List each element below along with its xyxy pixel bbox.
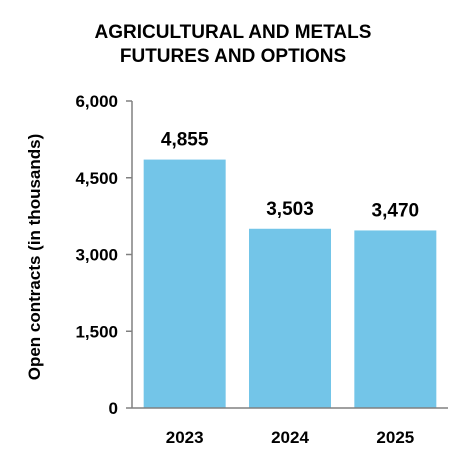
y-tick-label: 4,500: [75, 169, 118, 188]
bar-2024: [249, 228, 331, 408]
data-labels: 4,855 3,503 3,470: [161, 130, 419, 222]
bar-2023: [143, 159, 226, 408]
data-label-2024: 3,503: [266, 199, 314, 220]
chart-title-line-2: FUTURES AND OPTIONS: [120, 46, 346, 67]
y-tick-label: 6,000: [75, 92, 118, 111]
y-tick-label: 1,500: [75, 322, 118, 341]
y-axis-title: Open contracts (in thousands): [25, 134, 44, 381]
bar-2025: [354, 230, 437, 408]
y-tick-label: 0: [109, 399, 118, 418]
x-axis-labels: 2023 2024 2025: [166, 428, 414, 447]
x-tick-label-2025: 2025: [376, 428, 414, 447]
data-label-2025: 3,470: [372, 200, 420, 221]
x-tick-label-2024: 2024: [271, 428, 309, 447]
data-label-2023: 4,855: [161, 130, 209, 151]
y-tick-label: 3,000: [75, 246, 118, 265]
y-axis-ticks: 0 1,500 3,000 4,500 6,000: [75, 92, 132, 418]
bars: [143, 159, 437, 408]
x-tick-label-2023: 2023: [166, 428, 204, 447]
chart-title-line-1: AGRICULTURAL AND METALS: [95, 22, 372, 43]
